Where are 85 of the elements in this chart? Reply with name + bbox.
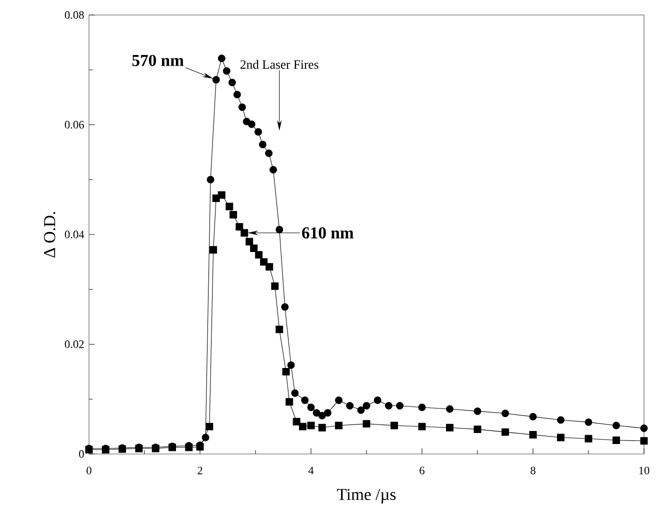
point — [233, 90, 241, 98]
point — [612, 422, 620, 430]
point — [640, 437, 648, 445]
x-tick-label: 8 — [530, 466, 536, 474]
point — [286, 398, 294, 406]
point — [202, 434, 210, 442]
point — [418, 404, 426, 412]
y-tick-label: 0 — [79, 450, 84, 458]
point — [474, 426, 482, 434]
point — [238, 103, 246, 111]
point — [206, 176, 214, 184]
point — [318, 424, 326, 432]
point — [390, 422, 398, 430]
x-axis-title: Time /µs — [337, 488, 396, 504]
point — [396, 402, 404, 410]
point — [307, 422, 315, 430]
point — [374, 396, 382, 404]
point — [271, 282, 279, 290]
point — [529, 431, 537, 439]
point — [307, 404, 315, 412]
point — [357, 406, 365, 414]
point — [446, 424, 454, 432]
point — [362, 402, 370, 410]
point — [282, 368, 290, 376]
point — [640, 424, 648, 432]
point — [318, 412, 326, 420]
point — [276, 326, 284, 334]
point — [206, 422, 214, 430]
point — [218, 191, 226, 199]
point — [502, 410, 509, 418]
y-axis-title: Δ O.D. — [44, 212, 56, 258]
point — [301, 396, 309, 404]
point — [324, 409, 332, 417]
point — [248, 120, 256, 128]
point — [446, 405, 454, 413]
x-tick-label: 10 — [639, 466, 650, 474]
point — [226, 202, 234, 210]
point — [418, 422, 426, 430]
point — [236, 223, 244, 231]
y-tick-label: 0.06 — [64, 120, 84, 129]
point — [502, 428, 509, 436]
point — [258, 140, 266, 148]
point — [529, 412, 537, 420]
y-tick-label: 0.02 — [64, 340, 84, 348]
point — [228, 78, 236, 86]
point — [346, 402, 354, 410]
y-tick-label: 0.04 — [64, 230, 84, 238]
point — [254, 128, 262, 136]
point — [222, 67, 230, 75]
point — [250, 244, 258, 252]
x-tick-label: 4 — [308, 466, 314, 474]
point — [335, 422, 342, 430]
point — [298, 422, 306, 430]
point — [384, 402, 392, 410]
point — [362, 420, 370, 428]
point — [265, 150, 273, 158]
point — [266, 263, 274, 271]
point — [557, 416, 564, 424]
point — [255, 251, 263, 259]
annotation: 2nd Laser Fires — [240, 60, 318, 69]
point — [210, 246, 218, 254]
point — [246, 238, 254, 246]
point — [584, 418, 592, 426]
point — [240, 229, 248, 237]
x-tick-label: 6 — [420, 466, 424, 474]
point — [312, 409, 320, 417]
point — [218, 54, 226, 62]
legend-label: 610 nm — [302, 227, 354, 238]
point — [287, 361, 295, 369]
y-tick-label: 0.08 — [64, 11, 84, 19]
point — [212, 76, 220, 84]
point — [270, 166, 277, 174]
point — [230, 211, 238, 218]
point — [335, 396, 342, 404]
point — [281, 303, 289, 311]
point — [276, 226, 284, 234]
x-tick-label: 0 — [86, 466, 92, 474]
point — [474, 407, 482, 415]
point — [292, 418, 300, 426]
point — [557, 434, 564, 442]
series-label: 570 nm — [132, 54, 184, 66]
x-tick-label: 2 — [198, 466, 202, 474]
point — [291, 389, 299, 397]
point — [584, 434, 592, 442]
point — [612, 436, 620, 444]
